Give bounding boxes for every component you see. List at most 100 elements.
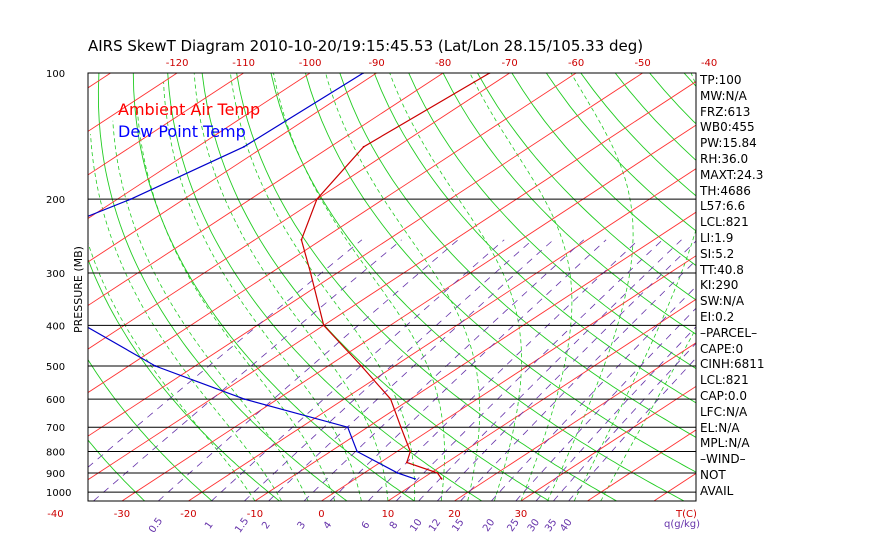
dry-adiabat-line	[132, 73, 416, 501]
stat-item: MW:N/A	[700, 88, 747, 103]
mixing-ratio-line	[303, 239, 585, 501]
dry-adiabat-line	[735, 54, 870, 506]
stat-item: –WIND–	[700, 452, 746, 467]
stat-item: TH:4686	[700, 183, 751, 198]
stat-item: AVAIL	[700, 483, 734, 498]
isotherm-line	[254, 211, 696, 501]
dry-adiabat-line	[683, 73, 696, 87]
stat-item: EI:0.2	[700, 310, 735, 324]
series-point	[440, 478, 443, 480]
mixing-ratio-line	[515, 307, 696, 501]
y-tick-label: 300	[46, 269, 65, 280]
mixing-ratio-line	[568, 357, 696, 501]
series-point	[129, 198, 132, 201]
mixing-ratio-line	[553, 342, 696, 501]
mixing-ratio-tick-label: 10	[408, 517, 424, 534]
mixing-ratio-line	[88, 239, 363, 468]
mixing-ratio-tick-label: 20	[481, 517, 497, 534]
moist-adiabat-line	[469, 73, 573, 501]
stat-item: MAXT:24.3	[700, 167, 764, 182]
dry-adiabat-line	[408, 73, 696, 370]
series-point	[243, 398, 246, 401]
dry-adiabat-line	[97, 73, 348, 501]
stat-item: WB0:455	[700, 120, 755, 135]
isotherm-line	[320, 255, 696, 501]
moist-adiabat-line	[325, 73, 481, 501]
isotherm-line	[88, 73, 577, 394]
mixing-ratio-line	[460, 259, 696, 501]
moist-adiabat-line	[229, 73, 416, 501]
stat-item: LCL:821	[700, 215, 749, 230]
axis-labels: 1002003004005006007008009001000PRESSURE …	[46, 58, 717, 535]
stat-item: CINH:6811	[700, 357, 765, 372]
series-point	[436, 472, 439, 474]
mixing-ratio-line	[268, 239, 554, 501]
series-point	[362, 145, 365, 148]
dry-adiabat-line	[88, 258, 281, 501]
isotherm-line	[88, 73, 444, 307]
stat-item: EL:N/A	[700, 420, 740, 435]
moist-adiabat-line	[163, 81, 362, 501]
dry-adiabat-line	[768, 54, 870, 506]
y-tick-label: 700	[46, 423, 65, 434]
isotherm-line	[88, 81, 696, 481]
y-tick-label: 400	[46, 321, 65, 332]
isobars	[88, 72, 696, 493]
stat-item: LFC:N/A	[700, 404, 748, 419]
dry-adiabats	[88, 54, 870, 506]
x-bottom-tick-label: 30	[515, 509, 528, 520]
mixing-ratio-tick-label: 2	[260, 520, 273, 532]
mixing-ratio-tick-label: 3	[296, 520, 309, 532]
series-line-dew-point-temp	[88, 73, 416, 480]
isotherm-line	[88, 73, 378, 263]
x-top-tick-label: -120	[166, 58, 189, 69]
stat-item: TT:40.8	[700, 262, 744, 277]
series-point	[154, 365, 157, 367]
series-point	[28, 239, 30, 241]
dry-adiabat-line	[167, 73, 483, 501]
series-point	[400, 426, 402, 429]
x-top-tick-label: -80	[435, 58, 451, 69]
moist-adiabat-line	[389, 73, 522, 501]
isotherm-line	[453, 342, 696, 501]
isotherm-line	[653, 472, 696, 501]
moist-adiabat-line	[273, 73, 445, 501]
series-point	[360, 365, 363, 367]
mixing-ratio-tick-label: 30	[526, 517, 542, 534]
stat-item: LCL:821	[700, 373, 749, 388]
stat-item: PW:15.84	[700, 136, 757, 151]
mixing-ratio-line	[329, 239, 607, 501]
y-tick-label: 200	[46, 195, 65, 206]
isotherm-line	[0, 54, 7, 506]
series-point	[316, 198, 318, 201]
series-point	[396, 472, 399, 474]
stat-item: RH:36.0	[700, 152, 749, 166]
mixing-ratio-line	[535, 326, 696, 501]
x-top-tick-label: -90	[368, 58, 384, 69]
isotherm-line	[88, 73, 245, 176]
x-bottom-tick-label: -10	[247, 509, 263, 520]
stat-item: –PARCEL–	[700, 325, 758, 340]
stat-item: TP:100	[700, 73, 742, 87]
mixing-ratio-tick-label: 1	[203, 520, 216, 532]
mixing-ratio-title: q(g/kg)	[664, 519, 700, 530]
stat-item: L57:6.6	[700, 199, 746, 214]
series-point	[243, 145, 245, 148]
dry-adiabat-line	[270, 73, 686, 501]
y-tick-label: 800	[46, 448, 65, 459]
y-tick-label: 600	[46, 395, 65, 406]
mixing-ratio-tick-label: 6	[360, 520, 373, 532]
dry-adiabat-line	[476, 73, 696, 301]
moist-adiabat-line	[193, 73, 389, 501]
isotherm-line	[88, 73, 644, 437]
isotherm-line	[121, 124, 696, 501]
legend-dew-point: Dew Point Temp	[118, 122, 246, 141]
y-tick-label: 1000	[46, 488, 71, 499]
x-top-tick-label: -110	[232, 58, 255, 69]
dry-adiabat-line	[373, 73, 696, 404]
dry-adiabat-line	[304, 73, 696, 473]
mixing-ratio-line	[491, 286, 696, 501]
dry-adiabat-line	[201, 73, 551, 501]
dry-adiabat-line	[236, 73, 618, 501]
